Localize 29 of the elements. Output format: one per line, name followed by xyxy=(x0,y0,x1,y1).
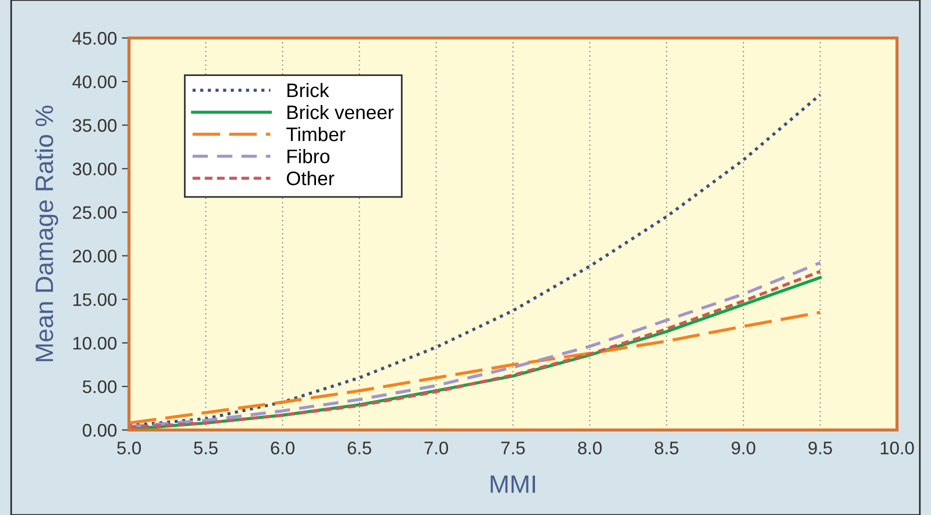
x-tick-label: 5.5 xyxy=(194,442,218,454)
legend-label: Brick xyxy=(288,82,330,98)
legend-label: Timber xyxy=(286,126,346,142)
x-tick-label: 9.0 xyxy=(732,442,756,454)
x-tick-label: 6.0 xyxy=(270,442,294,454)
line-series xyxy=(129,310,822,425)
y-tick-label: 5.00 xyxy=(82,380,116,394)
y-tick-label: 45.00 xyxy=(72,32,116,45)
x-tick-label: 5.0 xyxy=(117,442,141,454)
y-tick-label: 20.00 xyxy=(72,250,116,262)
x-tick-label: 7.5 xyxy=(501,442,525,454)
y-tick-label: 10.00 xyxy=(73,336,116,350)
y-tick-label: 0.00 xyxy=(82,424,116,437)
x-tick-label: 8.0 xyxy=(578,442,602,454)
legend-label: Fibro xyxy=(288,148,330,164)
x-tick-label: 10.0 xyxy=(880,442,914,454)
y-axis-title: Mean Damage Ratio % xyxy=(34,106,58,362)
x-tick-label: 8.5 xyxy=(654,442,678,454)
x-axis-title: MMI xyxy=(490,476,535,493)
y-tick-label: 35.00 xyxy=(72,119,116,132)
x-tick-label: 7.0 xyxy=(424,442,448,454)
y-tick-label: 40.00 xyxy=(72,75,116,88)
legend-label: Other xyxy=(286,171,334,186)
y-tick-label: 25.00 xyxy=(72,206,116,219)
x-tick-label: 6.5 xyxy=(348,442,372,454)
y-tick-label: 15.00 xyxy=(73,293,116,306)
y-tick-label: 30.00 xyxy=(72,162,116,176)
legend-label: Brick veneer xyxy=(288,104,394,120)
x-tick-label: 9.5 xyxy=(808,442,832,454)
